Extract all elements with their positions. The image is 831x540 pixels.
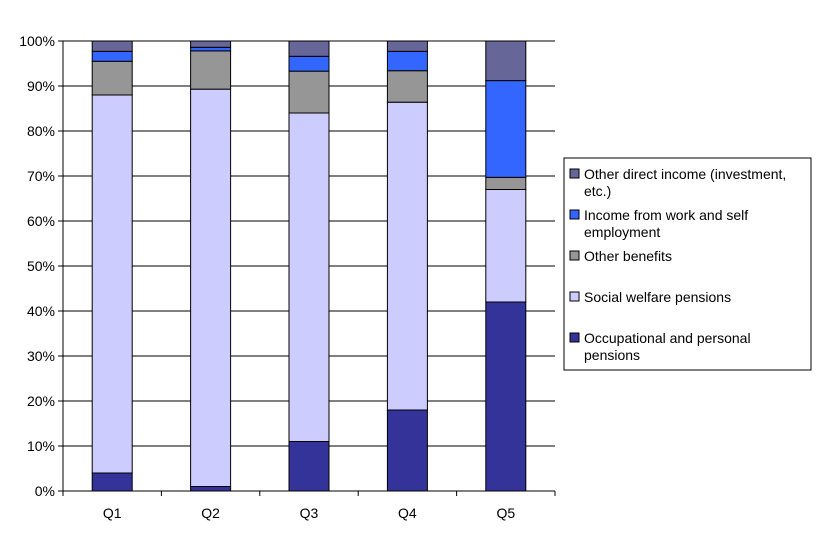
y-tick-label: 30%	[27, 348, 55, 364]
y-tick-label: 100%	[19, 33, 55, 49]
y-tick-label: 60%	[27, 213, 55, 229]
legend-swatch	[569, 291, 580, 302]
y-tick-label: 90%	[27, 78, 55, 94]
bar-segment	[190, 40, 232, 48]
bar-segment	[485, 40, 527, 82]
x-tick-label: Q5	[496, 505, 515, 521]
y-tick-label: 10%	[27, 438, 55, 454]
bar-segment	[485, 176, 527, 191]
bar-segment	[386, 70, 428, 103]
legend-label: Occupational and personal	[584, 330, 751, 346]
bar-segment	[288, 55, 330, 72]
bar-segment	[190, 88, 232, 488]
bar-segment	[91, 50, 133, 62]
bars	[91, 40, 527, 492]
legend-label: employment	[584, 224, 660, 240]
y-tick-label: 50%	[27, 258, 55, 274]
legend-label: etc.)	[584, 183, 611, 199]
bar-segment	[386, 101, 428, 411]
bar-segment	[386, 40, 428, 52]
bar-segment	[190, 486, 232, 492]
bar-segment	[485, 301, 527, 492]
y-tick-label: 70%	[27, 168, 55, 184]
legend-label: Other direct income (investment,	[584, 166, 786, 182]
x-tick-label: Q3	[300, 505, 319, 521]
legend-swatch	[569, 209, 580, 220]
bar-segment	[91, 472, 133, 492]
bar-segment	[485, 189, 527, 303]
legend-swatch	[569, 250, 580, 261]
legend-label: Income from work and self	[584, 207, 748, 223]
bar-segment	[485, 80, 527, 178]
x-tick-label: Q2	[201, 505, 220, 521]
bar-segment	[190, 50, 232, 90]
x-tick-label: Q1	[103, 505, 122, 521]
legend-box	[563, 157, 812, 371]
bar-segment	[91, 94, 133, 474]
legend-swatch	[569, 168, 580, 179]
bar-segment	[386, 409, 428, 492]
bar-segment	[91, 40, 133, 52]
legend-label: Other benefits	[584, 248, 672, 264]
bar-segment	[288, 112, 330, 442]
axes	[58, 40, 556, 496]
y-tick-labels: 0% 10% 20% 30% 40% 50% 60% 70% 80% 90% 100%	[19, 33, 55, 499]
y-tick-label: 0%	[35, 483, 55, 499]
y-tick-label: 20%	[27, 393, 55, 409]
y-tick-label: 80%	[27, 123, 55, 139]
bar-segment	[288, 441, 330, 492]
bar-segment	[91, 60, 133, 96]
legend-label: pensions	[584, 347, 640, 363]
y-tick-label: 40%	[27, 303, 55, 319]
bar-segment	[288, 70, 330, 114]
bar-segment	[386, 50, 428, 72]
legend: Other direct income (investment,etc.) Inc…	[563, 157, 812, 371]
bar-segment	[190, 46, 232, 52]
legend-swatch	[569, 332, 580, 343]
bar-segment	[288, 40, 330, 57]
legend-label: Social welfare pensions	[584, 289, 731, 305]
x-tick-labels: Q1 Q2 Q3 Q4 Q5	[103, 505, 515, 521]
x-tick-label: Q4	[398, 505, 417, 521]
